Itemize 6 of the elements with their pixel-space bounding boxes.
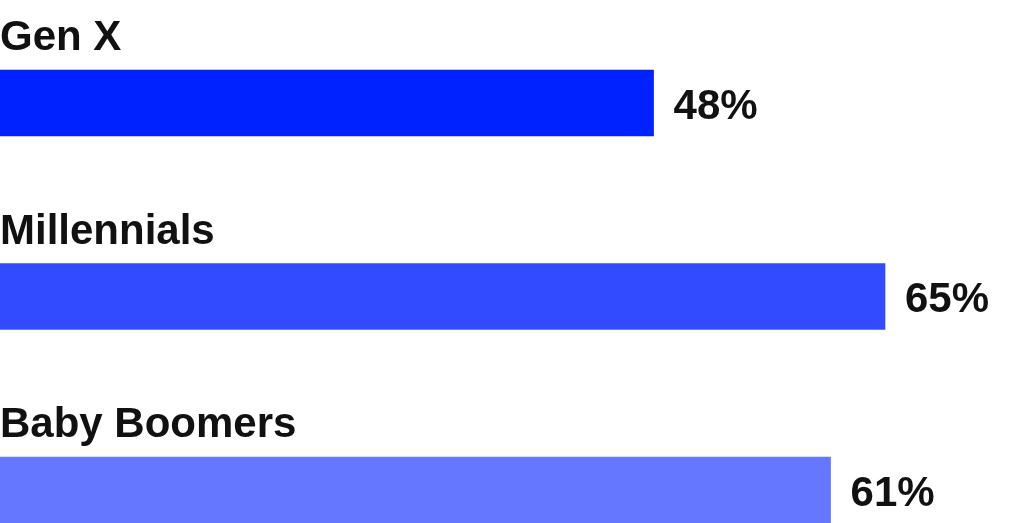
data-label: 65% bbox=[905, 274, 990, 322]
data-label: 48% bbox=[673, 80, 758, 128]
y-tick-label: Baby Boomers bbox=[0, 399, 297, 446]
data-label: 61% bbox=[850, 467, 935, 515]
y-tick-label: Gen X bbox=[0, 12, 122, 59]
y-tick-label: Millennials bbox=[0, 205, 215, 253]
